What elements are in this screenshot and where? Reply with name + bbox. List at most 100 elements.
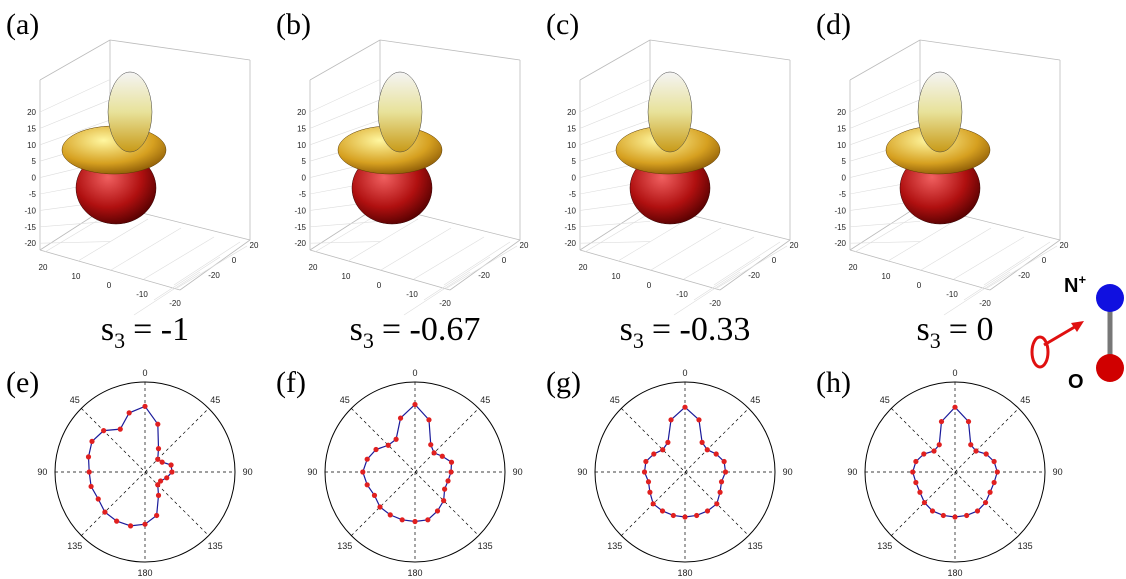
y-tick bbox=[983, 241, 1051, 286]
data-point bbox=[364, 482, 370, 488]
angle-label: 90 bbox=[783, 467, 793, 477]
x-tick-label: 10 bbox=[882, 272, 891, 281]
panel-label: (b) bbox=[276, 8, 311, 41]
box-edge bbox=[379, 39, 521, 61]
grid-line bbox=[39, 119, 111, 146]
data-point bbox=[377, 504, 383, 510]
y-tick-label: 0 bbox=[772, 256, 777, 265]
lobe-top bbox=[647, 71, 693, 153]
angle-label: 180 bbox=[137, 568, 152, 578]
x-tick-label: 20 bbox=[39, 263, 48, 272]
z-tick-label: 0 bbox=[842, 174, 847, 183]
data-point bbox=[412, 518, 418, 525]
z-tick-label: 15 bbox=[27, 124, 36, 133]
data-point bbox=[991, 479, 997, 486]
data-point bbox=[373, 446, 379, 453]
n-text: N bbox=[1064, 275, 1078, 297]
angle-label: 90 bbox=[243, 467, 253, 477]
grid-line bbox=[309, 119, 381, 146]
y-tick-label: 20 bbox=[1060, 241, 1069, 250]
angle-label: 135 bbox=[1018, 541, 1033, 551]
data-point bbox=[155, 446, 162, 452]
data-point bbox=[448, 469, 454, 475]
caption-rest: = -0.33 bbox=[652, 311, 751, 348]
caption-symbol: s bbox=[917, 311, 930, 348]
data-point bbox=[445, 478, 451, 484]
y-tick bbox=[403, 271, 471, 316]
y-tick bbox=[423, 256, 491, 301]
z-tick-label: 0 bbox=[572, 174, 577, 183]
data-point bbox=[910, 469, 916, 475]
box-edge bbox=[849, 249, 991, 291]
x-tick bbox=[380, 227, 452, 271]
data-point bbox=[991, 458, 997, 465]
data-point bbox=[650, 501, 656, 507]
data-point bbox=[641, 469, 648, 475]
data-point bbox=[704, 447, 710, 453]
caption-rest: = -1 bbox=[133, 311, 189, 348]
box-edge bbox=[39, 249, 181, 291]
x-tick bbox=[920, 227, 992, 271]
data-point bbox=[360, 469, 366, 475]
angle-label: 0 bbox=[412, 368, 417, 378]
data-point bbox=[431, 450, 437, 456]
angle-label: 0 bbox=[142, 368, 147, 378]
y-tick-label: -20 bbox=[208, 271, 220, 280]
data-point bbox=[965, 418, 972, 425]
data-point bbox=[994, 469, 1000, 475]
panel-label: (c) bbox=[546, 8, 579, 41]
arrow-head bbox=[1071, 321, 1084, 332]
data-point bbox=[441, 498, 447, 504]
z-tick-label: 20 bbox=[567, 108, 576, 117]
data-point bbox=[647, 489, 653, 495]
grid-line bbox=[849, 99, 921, 129]
z-tick-label: 15 bbox=[837, 124, 846, 133]
y-tick-label: 20 bbox=[250, 241, 259, 250]
grid-line bbox=[579, 119, 651, 146]
z-tick-label: -15 bbox=[564, 223, 576, 232]
box-edge bbox=[919, 39, 1061, 61]
z-tick-label: -5 bbox=[839, 190, 847, 199]
angle-label: 45 bbox=[480, 395, 490, 405]
x-tick-label: 0 bbox=[647, 281, 652, 290]
angle-label: 45 bbox=[210, 395, 220, 405]
data-point bbox=[142, 403, 148, 409]
data-point bbox=[425, 517, 431, 523]
x-tick bbox=[176, 245, 248, 289]
angle-label: 45 bbox=[1020, 395, 1030, 405]
angle-label: 135 bbox=[67, 541, 82, 551]
data-point bbox=[929, 508, 936, 514]
grid-line bbox=[579, 99, 651, 129]
data-point bbox=[439, 453, 445, 459]
caption-symbol: s bbox=[101, 311, 114, 348]
data-point bbox=[938, 418, 945, 425]
caption-symbol: s bbox=[350, 311, 363, 348]
z-tick-label: -15 bbox=[834, 223, 846, 232]
z-tick-label: -20 bbox=[294, 239, 306, 248]
data-point bbox=[940, 512, 946, 519]
z-tick-label: 10 bbox=[297, 141, 306, 150]
z-tick-label: 5 bbox=[32, 157, 37, 166]
angle-label: 135 bbox=[478, 541, 493, 551]
grid-line bbox=[849, 221, 921, 228]
caption: s3 = -0.33 bbox=[620, 311, 751, 353]
x-tick bbox=[143, 236, 215, 280]
z-tick-label: 20 bbox=[27, 108, 36, 117]
panel-3d: (a) 20 15 10 5 0 -5 -10 -15 -20 20 10 0 -10 -20 20 0 -20 s… bbox=[6, 8, 259, 353]
panel-label: (h) bbox=[816, 366, 851, 399]
angle-label: 90 bbox=[847, 467, 857, 477]
data-point bbox=[412, 401, 418, 408]
data-point bbox=[117, 426, 123, 432]
caption-rest: = -0.67 bbox=[382, 311, 481, 348]
angle-label: 90 bbox=[577, 467, 587, 477]
x-tick bbox=[413, 236, 485, 280]
data-point bbox=[665, 439, 671, 445]
box-edge bbox=[39, 39, 111, 81]
data-point bbox=[371, 492, 378, 498]
grid-line bbox=[309, 99, 381, 129]
grid-line bbox=[579, 241, 651, 244]
angle-label: 135 bbox=[208, 541, 223, 551]
y-tick bbox=[443, 241, 511, 286]
box-edge bbox=[579, 204, 651, 251]
x-tick bbox=[854, 209, 926, 253]
